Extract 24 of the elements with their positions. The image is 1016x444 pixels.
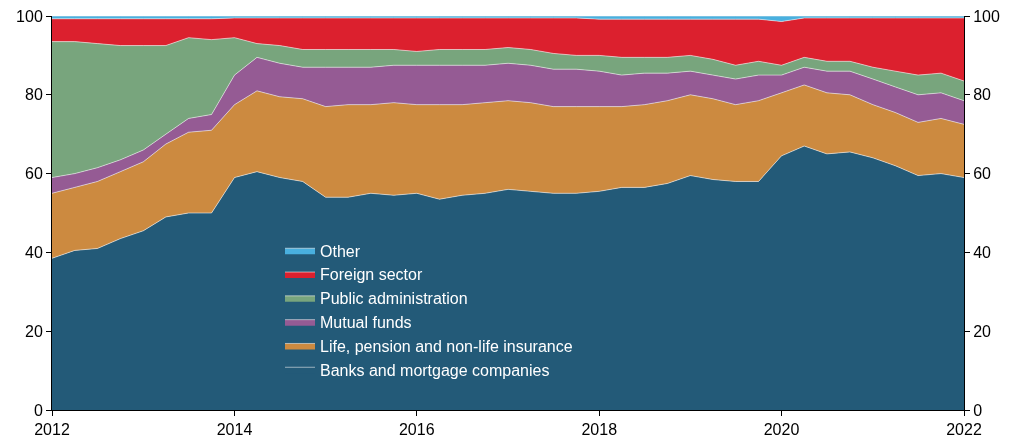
y-tick-label: 20 — [25, 322, 43, 340]
x-tick-label: 2014 — [216, 421, 253, 439]
x-tick-label: 2012 — [34, 421, 70, 439]
y2-tick-label: 80 — [973, 86, 992, 104]
legend-label: Life, pension and non-life insurance — [320, 337, 573, 355]
y-tick-label: 80 — [25, 86, 43, 104]
y2-tick-label: 0 — [973, 401, 983, 419]
y2-tick-label: 40 — [973, 244, 992, 261]
y2-tick-label: 60 — [973, 165, 992, 183]
y-tick-label: 60 — [25, 165, 43, 183]
x-tick-label: 2020 — [763, 421, 800, 439]
legend-label: Banks and mortgage companies — [320, 361, 550, 379]
y2-tick-label: 100 — [973, 7, 1000, 25]
y-tick-label: 100 — [16, 7, 43, 25]
legend-label: Foreign sector — [320, 266, 423, 284]
x-tick-label: 2018 — [581, 421, 618, 439]
legend-label: Public administration — [320, 290, 468, 308]
x-tick-label: 2016 — [398, 421, 435, 439]
legend-label: Mutual funds — [320, 313, 412, 331]
x-tick-label: 2022 — [946, 421, 982, 439]
y2-tick-label: 20 — [973, 322, 992, 340]
y-tick-label: 0 — [33, 401, 43, 419]
y-tick-label: 40 — [25, 244, 43, 261]
legend-label: Other — [320, 242, 361, 260]
